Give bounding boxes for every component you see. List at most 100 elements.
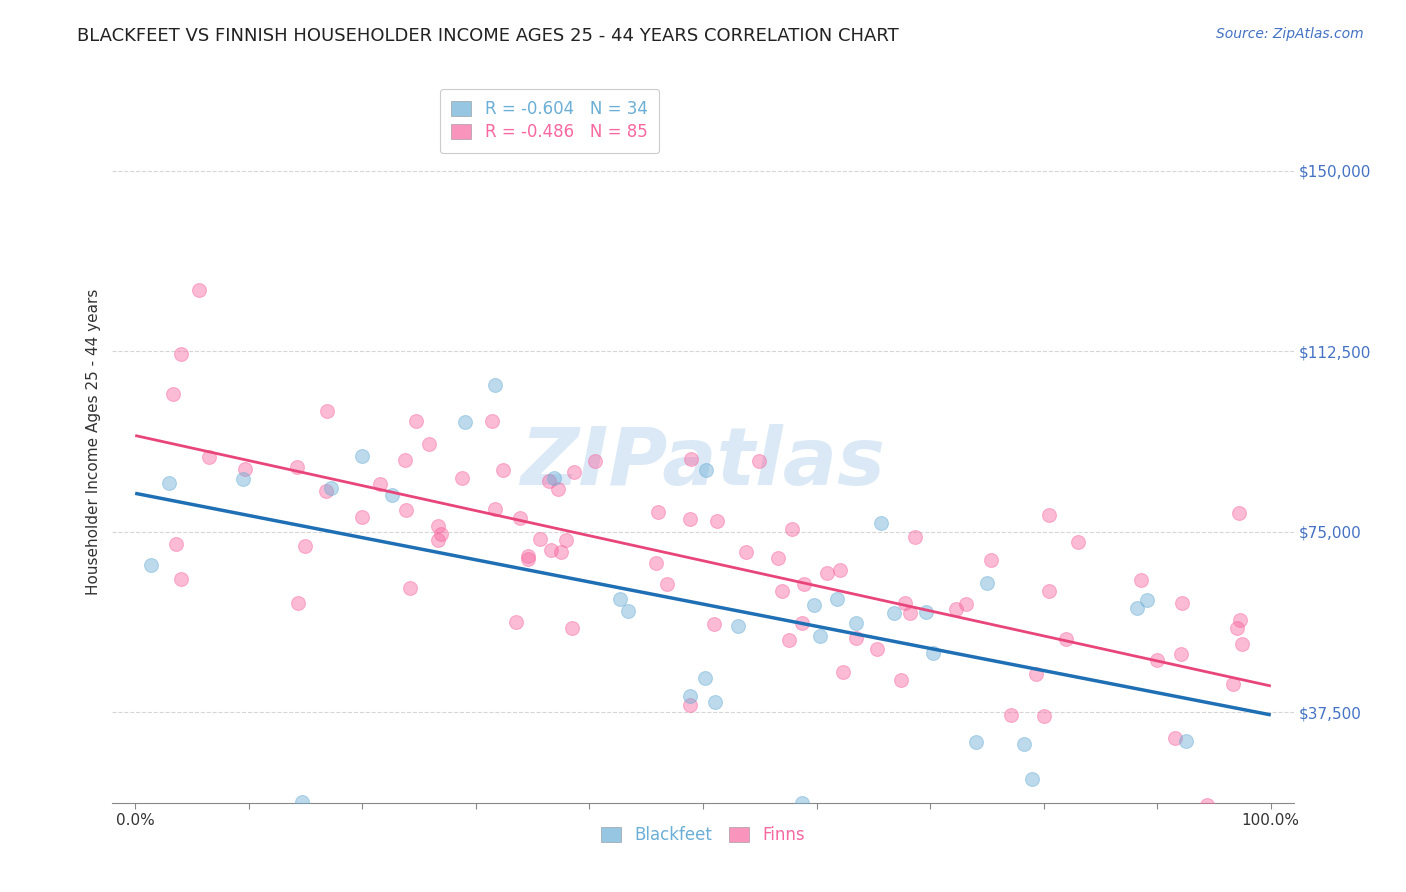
- Point: [793, 577, 815, 591]
- Point: [1038, 508, 1060, 523]
- Point: [1170, 596, 1192, 610]
- Point: [647, 504, 669, 518]
- Point: [703, 617, 725, 632]
- Point: [492, 463, 515, 477]
- Point: [394, 502, 416, 516]
- Point: [679, 512, 702, 526]
- Point: [1195, 798, 1218, 813]
- Text: Source: ZipAtlas.com: Source: ZipAtlas.com: [1216, 27, 1364, 41]
- Point: [679, 689, 702, 703]
- Point: [808, 629, 831, 643]
- Point: [1129, 573, 1152, 587]
- Point: [1222, 677, 1244, 691]
- Point: [1146, 653, 1168, 667]
- Point: [815, 566, 838, 581]
- Point: [727, 618, 749, 632]
- Point: [1000, 707, 1022, 722]
- Point: [517, 549, 540, 563]
- Point: [139, 558, 162, 572]
- Point: [484, 502, 506, 516]
- Point: [232, 472, 254, 486]
- Point: [945, 601, 967, 615]
- Point: [792, 615, 814, 630]
- Point: [1025, 667, 1047, 681]
- Point: [965, 735, 987, 749]
- Point: [803, 598, 825, 612]
- Point: [561, 622, 583, 636]
- Point: [845, 632, 868, 646]
- Point: [484, 377, 506, 392]
- Point: [832, 665, 855, 679]
- Point: [780, 522, 803, 536]
- Point: [1136, 592, 1159, 607]
- Point: [894, 596, 917, 610]
- Point: [547, 482, 569, 496]
- Point: [170, 346, 193, 360]
- Point: [695, 463, 717, 477]
- Point: [537, 474, 560, 488]
- Point: [1126, 601, 1149, 615]
- Point: [188, 283, 211, 297]
- Point: [609, 592, 631, 607]
- Point: [315, 403, 337, 417]
- Point: [845, 615, 868, 630]
- Point: [866, 641, 889, 656]
- Point: [235, 462, 257, 476]
- Point: [157, 475, 180, 490]
- Point: [352, 449, 374, 463]
- Point: [451, 470, 474, 484]
- Point: [1067, 534, 1090, 549]
- Point: [1014, 737, 1036, 751]
- Legend: Blackfeet, Finns: Blackfeet, Finns: [593, 818, 813, 852]
- Point: [427, 519, 450, 533]
- Point: [617, 604, 640, 618]
- Point: [645, 556, 668, 570]
- Point: [583, 453, 606, 467]
- Point: [290, 795, 312, 809]
- Point: [706, 515, 728, 529]
- Point: [1174, 734, 1197, 748]
- Point: [352, 510, 374, 524]
- Point: [418, 436, 440, 450]
- Point: [922, 646, 945, 660]
- Point: [555, 533, 578, 547]
- Point: [398, 581, 420, 595]
- Point: [704, 695, 727, 709]
- Point: [169, 572, 191, 586]
- Point: [693, 671, 716, 685]
- Point: [517, 551, 540, 566]
- Point: [165, 537, 187, 551]
- Point: [198, 450, 221, 464]
- Point: [679, 452, 702, 467]
- Point: [319, 481, 342, 495]
- Point: [870, 516, 893, 531]
- Point: [766, 551, 789, 566]
- Point: [162, 386, 184, 401]
- Point: [426, 533, 449, 548]
- Point: [1164, 731, 1187, 746]
- Point: [679, 698, 702, 712]
- Point: [315, 483, 337, 498]
- Point: [1230, 637, 1253, 651]
- Point: [1054, 632, 1077, 646]
- Point: [529, 532, 551, 546]
- Point: [735, 544, 758, 558]
- Point: [381, 488, 404, 502]
- Point: [883, 607, 905, 621]
- Point: [1038, 583, 1060, 598]
- Point: [748, 454, 770, 468]
- Text: BLACKFEET VS FINNISH HOUSEHOLDER INCOME AGES 25 - 44 YEARS CORRELATION CHART: BLACKFEET VS FINNISH HOUSEHOLDER INCOME …: [77, 27, 898, 45]
- Point: [655, 577, 678, 591]
- Point: [914, 605, 936, 619]
- Point: [505, 615, 527, 630]
- Text: ZIPatlas: ZIPatlas: [520, 425, 886, 502]
- Point: [890, 673, 912, 687]
- Point: [898, 606, 921, 620]
- Point: [955, 597, 977, 611]
- Point: [778, 633, 800, 648]
- Point: [454, 415, 477, 429]
- Point: [562, 465, 585, 479]
- Point: [287, 595, 309, 609]
- Point: [405, 414, 427, 428]
- Point: [430, 527, 453, 541]
